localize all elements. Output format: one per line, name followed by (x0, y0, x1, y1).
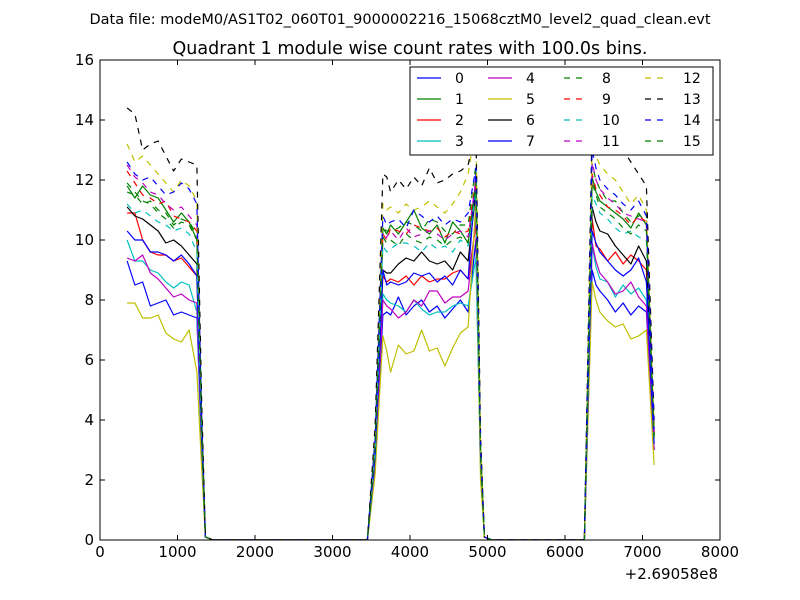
series-line-12 (126, 125, 655, 540)
suptitle: Data file: modeM0/AS1T02_060T01_90000022… (89, 12, 710, 28)
legend-label-12: 12 (683, 71, 701, 87)
x-tick-label: 4000 (391, 543, 429, 561)
legend-label-7: 7 (526, 134, 535, 150)
ticks-layer (99, 59, 721, 541)
x-tick-label: 0 (95, 543, 105, 561)
y-tick-label: 6 (84, 351, 94, 369)
legend-label-3: 3 (455, 134, 464, 150)
series-line-3 (126, 239, 655, 540)
legend-label-9: 9 (602, 92, 611, 108)
x-tick-label: 6000 (546, 543, 584, 561)
legend-label-14: 14 (683, 113, 701, 129)
y-tick-label: 12 (75, 171, 94, 189)
y-tick-label: 8 (84, 291, 94, 309)
series-line-4 (126, 218, 655, 540)
legend-label-10: 10 (602, 113, 620, 129)
series-line-2 (127, 212, 655, 540)
legend-label-13: 13 (683, 92, 701, 108)
legend-label-0: 0 (455, 71, 464, 87)
tick-labels: 0 1000 2000 3000 4000 5000 6000 7000 80000246810… (75, 51, 739, 561)
legend-label-5: 5 (526, 92, 535, 108)
y-tick-label: 4 (84, 411, 94, 429)
legend-label-6: 6 (526, 113, 535, 129)
series-line-8 (126, 164, 655, 540)
y-tick-label: 14 (75, 111, 94, 129)
series-line-1 (126, 176, 655, 540)
series-line-6 (126, 191, 655, 540)
y-tick-label: 0 (84, 531, 94, 549)
series-line-10 (126, 191, 655, 540)
legend-label-15: 15 (683, 134, 701, 150)
series-line-15 (126, 182, 655, 540)
series-line-5 (127, 203, 655, 540)
x-tick-label: 5000 (468, 543, 506, 561)
series-line-9 (126, 170, 655, 540)
legend-box (409, 66, 714, 156)
y-tick-label: 2 (84, 471, 94, 489)
x-tick-label: 8000 (701, 543, 739, 561)
legend-label-8: 8 (602, 71, 611, 87)
x-tick-label: 3000 (313, 543, 351, 561)
series-line-13 (126, 107, 655, 540)
x-tick-label: 2000 (236, 543, 274, 561)
y-tick-label: 10 (75, 231, 94, 249)
series-layer (126, 107, 655, 540)
chart-title: Quadrant 1 module wise count rates with … (173, 39, 648, 59)
series-line-14 (126, 149, 655, 540)
legend-label-11: 11 (602, 134, 620, 150)
x-tick-label: 7000 (623, 543, 661, 561)
legend-label-4: 4 (526, 71, 535, 87)
x-offset-label: +2.69058e8 (625, 565, 718, 583)
x-tick-label: 1000 (158, 543, 196, 561)
series-line-7 (126, 173, 655, 540)
y-tick-label: 16 (75, 51, 94, 69)
series-line-11 (126, 161, 655, 540)
legend-label-1: 1 (455, 92, 464, 108)
legend-label-2: 2 (455, 113, 464, 129)
